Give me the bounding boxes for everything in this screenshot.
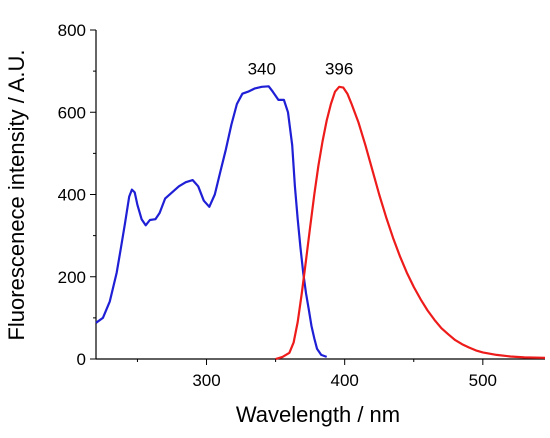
chart-labels: Wavelength / nm Fluorescenece intensity …: [4, 49, 400, 427]
excitation-series-line: [95, 85, 328, 358]
y-tick-label: 800: [58, 21, 86, 40]
y-tick-label: 0: [77, 350, 86, 369]
y-tick-label: 400: [58, 186, 86, 205]
x-axis-label: Wavelength / nm: [236, 402, 400, 427]
x-tick-label: 500: [469, 371, 497, 390]
peak-annotation: 340: [248, 59, 276, 78]
x-tick-label: 300: [192, 371, 220, 390]
y-tick-label: 200: [58, 268, 86, 287]
chart-axes: 0 200 400 600 800 300 400 500: [58, 21, 545, 390]
x-tick-label: 400: [330, 371, 358, 390]
emission-series-line: [275, 85, 546, 361]
y-tick-label: 600: [58, 103, 86, 122]
peak-annotation: 396: [325, 60, 353, 79]
chart-series-layer: [95, 85, 546, 361]
y-axis-label: Fluorescenece intensity / A.U.: [4, 49, 29, 340]
